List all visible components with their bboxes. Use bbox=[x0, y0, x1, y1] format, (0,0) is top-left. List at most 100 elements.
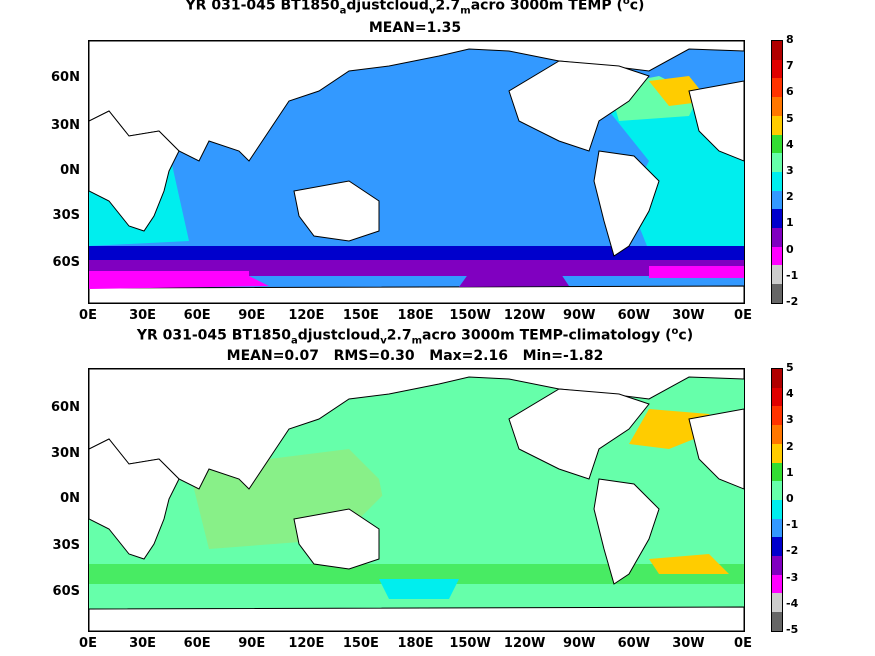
panel1-colorbar-label: 8 bbox=[786, 33, 794, 46]
panel1-title: YR 031-045 BT1850adjustcloudv2.7macro 30… bbox=[0, 0, 830, 16]
panel1-colorbar-segment bbox=[772, 78, 782, 98]
panel1-title-part: c) bbox=[629, 0, 645, 14]
panel2-title-part: djustcloud bbox=[297, 327, 381, 344]
panel1-colorbar-segment bbox=[772, 284, 782, 303]
panel1-lat-label: 0N bbox=[60, 163, 80, 178]
panel1-lon-label: 90W bbox=[563, 308, 596, 323]
panel1-colorbar bbox=[771, 40, 783, 304]
panel2-lon-label: 150E bbox=[342, 636, 379, 651]
land bbox=[89, 369, 744, 631]
panel2-title-part: YR 031-045 BT1850 bbox=[136, 327, 291, 344]
panel1-lon-label: 120W bbox=[503, 308, 546, 323]
panel2-colorbar bbox=[771, 368, 783, 632]
panel2-lon-label: 90W bbox=[563, 636, 596, 651]
panel1-title-part: acro 3000m TEMP ( bbox=[470, 0, 623, 14]
panel2-colorbar-segment bbox=[772, 443, 782, 463]
panel2-lon-label: 120W bbox=[503, 636, 546, 651]
panel2-title-sub: m bbox=[411, 335, 423, 347]
panel1-lon-label: 30E bbox=[129, 308, 157, 323]
panel2-title-sub: a bbox=[290, 335, 298, 347]
panel2-title: YR 031-045 BT1850adjustcloudv2.7macro 30… bbox=[0, 326, 830, 346]
cool-patch bbox=[379, 579, 459, 599]
panel1-title-sup: o bbox=[622, 0, 630, 7]
panel2-title-sub: v bbox=[380, 335, 387, 347]
panel2-colorbar-segment bbox=[772, 481, 782, 500]
southern-band-4 bbox=[649, 266, 744, 278]
panel1-lon-label: 30W bbox=[672, 308, 705, 323]
panel1-colorbar-label: 6 bbox=[786, 85, 794, 99]
land bbox=[89, 41, 744, 303]
panel2-lon-label: 0E bbox=[734, 636, 752, 651]
panel1-title-sub: v bbox=[428, 5, 436, 17]
panel1-colorbar-label: 0 bbox=[786, 242, 794, 256]
panel2-lon-label: 30W bbox=[672, 636, 705, 651]
panel2-lon-label: 0E bbox=[79, 636, 97, 651]
panel2-lat-label: 0N bbox=[60, 491, 80, 506]
panel2-lon-label: 30E bbox=[129, 636, 157, 651]
panel1-colorbar-segment bbox=[772, 265, 782, 285]
panel1-title-sub: a bbox=[339, 5, 347, 17]
panel1-lat-label: 60N bbox=[51, 70, 80, 85]
antarctic-coast-2 bbox=[459, 271, 569, 287]
panel1-colorbar-segment bbox=[772, 41, 782, 60]
panel2-title-part: acro 3000m TEMP-climatology ( bbox=[422, 327, 672, 344]
panel1-lon-label: 150W bbox=[449, 308, 491, 323]
panel2-colorbar-label: -1 bbox=[786, 518, 799, 532]
panel2-colorbar-segment bbox=[772, 369, 782, 388]
panel2-map bbox=[88, 368, 745, 632]
panel1-colorbar-label: -1 bbox=[786, 268, 799, 282]
panel2-colorbar-segment bbox=[772, 612, 782, 631]
antarctic-coast-1 bbox=[89, 276, 269, 289]
panel1-colorbar-segment bbox=[772, 228, 782, 247]
panel1-lat-label: 30S bbox=[52, 208, 80, 223]
panel1-title-part: djustcloud bbox=[346, 0, 429, 14]
panel2-lon-label: 150W bbox=[449, 636, 491, 651]
panel1-map bbox=[88, 40, 745, 304]
panel2-colorbar-segment bbox=[772, 593, 782, 613]
panel2-lon-label: 120E bbox=[288, 636, 325, 651]
panel2-colorbar-segment bbox=[772, 574, 782, 594]
panel2-colorbar-segment bbox=[772, 518, 782, 538]
panel2-lat-label: 60S bbox=[52, 584, 80, 599]
panel2-title-part: c) bbox=[678, 327, 694, 344]
panel2-colorbar-label: 1 bbox=[786, 465, 794, 479]
panel1-colorbar-segment bbox=[772, 115, 782, 135]
panel2-stats: MEAN=0.07 RMS=0.30 Max=2.16 Min=-1.82 bbox=[226, 348, 604, 364]
panel1-colorbar-segment bbox=[772, 171, 782, 191]
southern-band bbox=[89, 564, 744, 584]
panel1-title-part: 2.7 bbox=[435, 0, 461, 14]
panel2-colorbar-segment bbox=[772, 406, 782, 426]
southern-band-1 bbox=[89, 246, 744, 260]
panel2-title-sup: o bbox=[671, 326, 679, 337]
panel2-lon-label: 60E bbox=[183, 636, 211, 651]
panel1-lat-label: 30N bbox=[51, 118, 80, 133]
panel1-title-sub: m bbox=[460, 5, 471, 17]
panel2-lat-label: 30S bbox=[52, 538, 80, 553]
panel2-colorbar-segment bbox=[772, 499, 782, 519]
panel2-colorbar-segment bbox=[772, 425, 782, 444]
panel2-colorbar-label: 5 bbox=[786, 361, 794, 374]
panel1-lat-label: 60S bbox=[52, 255, 80, 270]
panel1-lon-label: 0E bbox=[734, 308, 752, 323]
panel1-lon-label: 90E bbox=[238, 308, 266, 323]
panel2-colorbar-label: 0 bbox=[786, 492, 794, 505]
panel2-title-part: 2.7 bbox=[386, 327, 412, 344]
panel2-colorbar-label: 2 bbox=[786, 439, 794, 453]
panel1-colorbar-segment bbox=[772, 59, 782, 79]
panel1-colorbar-segment bbox=[772, 246, 782, 266]
panel1-colorbar-segment bbox=[772, 209, 782, 229]
panel1-title-part: YR 031-045 BT1850 bbox=[185, 0, 340, 14]
panel2-lon-label: 90E bbox=[238, 636, 266, 651]
panel1-lon-label: 60E bbox=[183, 308, 211, 323]
panel1-colorbar-label: 2 bbox=[786, 190, 794, 204]
southern-band-2 bbox=[89, 260, 744, 276]
panel2-lat-label: 60N bbox=[51, 400, 80, 415]
panel2-lat-label: 30N bbox=[51, 446, 80, 461]
panel2-colorbar-segment bbox=[772, 387, 782, 407]
panel2-lon-label: 180E bbox=[397, 636, 434, 651]
panel2-colorbar-label: 3 bbox=[786, 413, 794, 427]
panel1-colorbar-segment bbox=[772, 153, 782, 172]
panel1-colorbar-segment bbox=[772, 190, 782, 210]
panel1-colorbar-label: 1 bbox=[786, 216, 794, 230]
panel2-colorbar-label: -2 bbox=[786, 544, 799, 558]
